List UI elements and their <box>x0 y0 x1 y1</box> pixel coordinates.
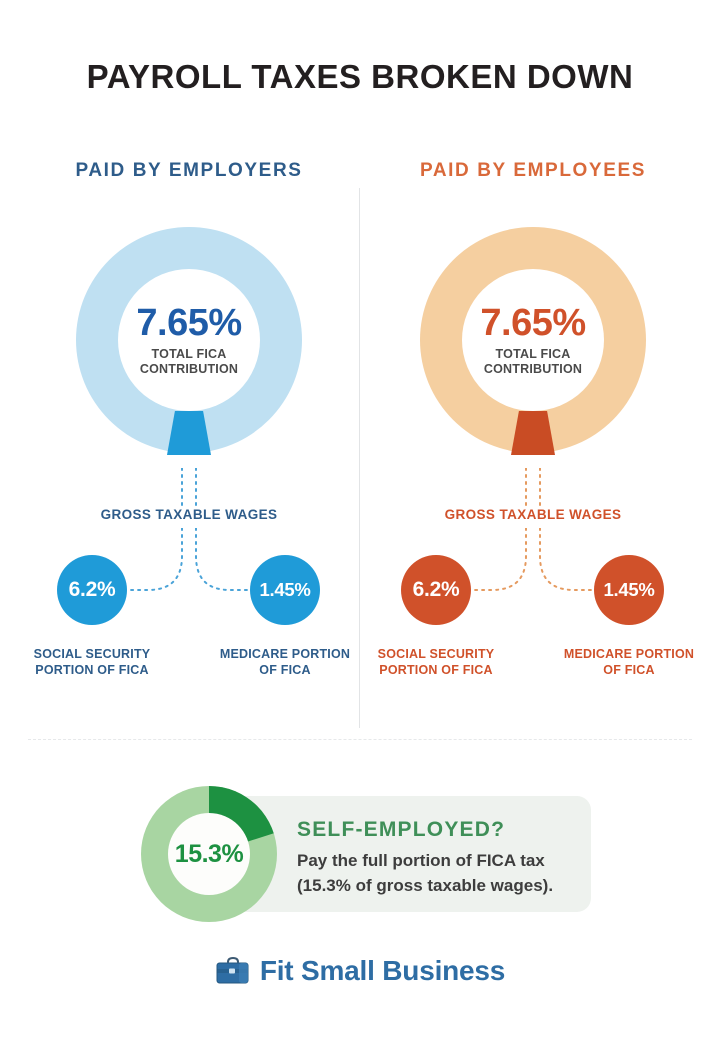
briefcase-icon <box>216 956 249 984</box>
bubble-label-medicare-employees: MEDICARE PORTION OF FICA <box>544 646 714 679</box>
bubble-label-line2-ss-employees: PORTION OF FICA <box>379 663 493 678</box>
bubble-medicare-employees: 1.45% <box>594 555 664 625</box>
donut-percent-employees: 7.65% <box>480 302 586 345</box>
logo-text: Fit Small Business <box>259 955 506 986</box>
donut-sublabel-employers: TOTAL FICA CONTRIBUTION <box>140 347 238 376</box>
bubble-label-line1-med-employers: MEDICARE PORTION <box>219 647 351 661</box>
bubble-label-line1-ss-employees: SOCIAL SECURITY <box>377 647 495 661</box>
donut-center-employers: 7.65% TOTAL FICA CONTRIBUTION <box>118 269 260 411</box>
donut-chart-employees: 7.65% TOTAL FICA CONTRIBUTION <box>420 227 646 455</box>
donut-percent-employers: 7.65% <box>136 302 242 345</box>
vertical-divider <box>359 188 360 728</box>
bubble-label-medicare-employers: MEDICARE PORTION OF FICA <box>200 646 370 679</box>
bubble-label-social-security-employers: SOCIAL SECURITY PORTION OF FICA <box>7 646 177 679</box>
donut-sublabel-employees: TOTAL FICA CONTRIBUTION <box>484 347 582 376</box>
self-employed-heading: SELF-EMPLOYED? <box>297 818 506 841</box>
bubble-label-line2-ss-employers: PORTION OF FICA <box>35 663 149 678</box>
self-employed-body: Pay the full portion of FICA tax (15.3% … <box>297 849 587 898</box>
connector-donut-to-gross-employers <box>181 468 197 507</box>
donut-sublabel-line1-employees: TOTAL FICA <box>495 347 571 362</box>
donut-wedge-employees <box>511 411 555 455</box>
bubble-label-social-security-employees: SOCIAL SECURITY PORTION OF FICA <box>351 646 521 679</box>
gross-taxable-wages-label-employers: GROSS TAXABLE WAGES <box>100 507 278 522</box>
donut-center-employees: 7.65% TOTAL FICA CONTRIBUTION <box>462 269 604 411</box>
column-header-employees: PAID BY EMPLOYEES <box>419 160 647 181</box>
connector-donut-to-gross-employees <box>525 468 541 507</box>
bubble-label-line2-med-employers: OF FICA <box>259 663 311 678</box>
column-header-employers: PAID BY EMPLOYERS <box>75 160 303 181</box>
bubble-value-social-security-employees: 6.2% <box>412 578 460 601</box>
bubble-social-security-employees: 6.2% <box>401 555 471 625</box>
bubble-medicare-employers: 1.45% <box>250 555 320 625</box>
donut-chart-self-employed: 15.3% <box>141 786 277 922</box>
bubble-value-medicare-employees: 1.45% <box>603 579 655 600</box>
bubble-social-security-employers: 6.2% <box>57 555 127 625</box>
donut-chart-employers: 7.65% TOTAL FICA CONTRIBUTION <box>76 227 302 455</box>
page-title: PAYROLL TAXES BROKEN DOWN <box>86 58 634 95</box>
donut-sublabel-line2-employers: CONTRIBUTION <box>139 361 239 376</box>
bubble-label-line1-med-employees: MEDICARE PORTION <box>563 647 695 661</box>
gross-taxable-wages-label-employees: GROSS TAXABLE WAGES <box>444 507 622 522</box>
self-employed-body-line1: Pay the full portion of FICA tax <box>297 851 545 870</box>
bubble-label-line1-ss-employers: SOCIAL SECURITY <box>33 647 151 661</box>
bubble-label-line2-med-employees: OF FICA <box>603 663 655 678</box>
horizontal-divider <box>28 739 692 740</box>
donut-percent-self-employed: 15.3% <box>174 839 244 868</box>
self-employed-body-line2: (15.3% of gross taxable wages). <box>297 875 554 895</box>
donut-wedge-employers <box>167 411 211 455</box>
bubble-value-social-security-employers: 6.2% <box>68 578 116 601</box>
donut-center-self-employed: 15.3% <box>168 813 250 895</box>
donut-sublabel-line2-employees: CONTRIBUTION <box>483 361 583 376</box>
bubble-value-medicare-employers: 1.45% <box>259 579 311 600</box>
donut-sublabel-line1-employers: TOTAL FICA <box>151 347 227 362</box>
footer-logo[interactable]: Fit Small Business <box>0 955 720 987</box>
